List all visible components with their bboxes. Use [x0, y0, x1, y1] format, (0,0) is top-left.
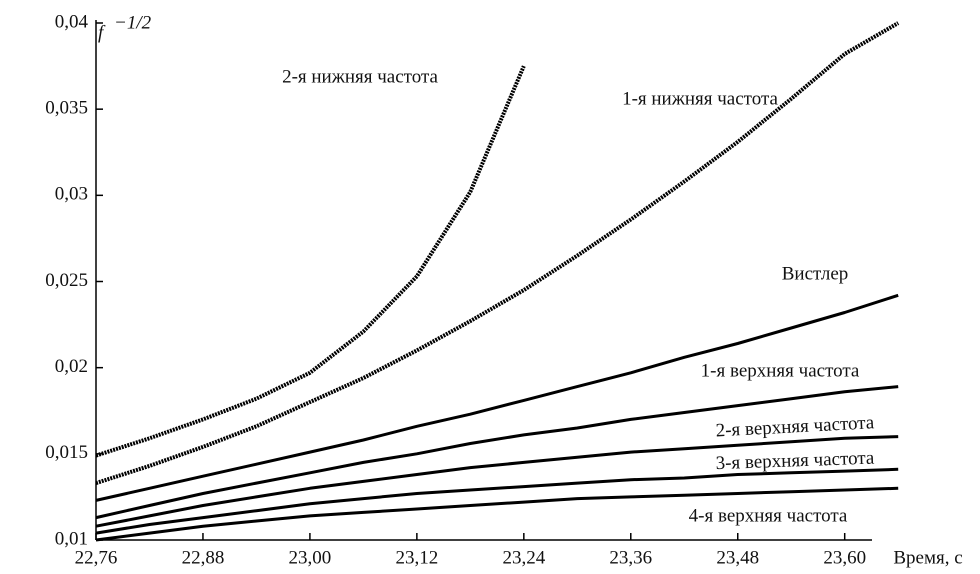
- y-tick-label: 0,01: [55, 528, 88, 549]
- series-label: 1-я нижняя частота: [622, 88, 778, 109]
- x-tick-label: 23,24: [502, 547, 545, 568]
- y-tick-label: 0,015: [45, 442, 88, 463]
- y-tick-label: 0,02: [55, 356, 88, 377]
- x-tick-label: 23,60: [823, 547, 866, 568]
- x-tick-label: 23,12: [395, 547, 438, 568]
- series-line: [95, 435, 899, 528]
- series-line: [95, 467, 899, 535]
- series-line: [95, 293, 899, 502]
- series-label: Вистлер: [782, 263, 849, 284]
- series-line: [95, 486, 899, 542]
- series-label: 1-я верхняя частота: [701, 360, 860, 381]
- x-tick-label: 23,48: [716, 547, 759, 568]
- series-line: [95, 21, 900, 486]
- y-tick-label: 0,04: [55, 11, 89, 32]
- y-axis-label-superscript: −1/2: [114, 12, 152, 33]
- y-tick-label: 0,025: [45, 270, 88, 291]
- x-tick-label: 23,36: [609, 547, 652, 568]
- series-line: [95, 385, 899, 520]
- series-label: 4-я верхняя частота: [689, 505, 848, 526]
- x-tick-label: 22,88: [182, 547, 225, 568]
- y-axis-label: f: [98, 22, 106, 43]
- x-axis-label: Время, с: [893, 547, 962, 568]
- series-label: 2-я нижняя частота: [282, 66, 438, 87]
- y-tick-label: 0,035: [45, 98, 88, 119]
- series-line: [95, 65, 526, 458]
- x-tick-label: 23,00: [289, 547, 332, 568]
- x-tick-label: 22,76: [75, 547, 118, 568]
- y-tick-label: 0,03: [55, 184, 88, 205]
